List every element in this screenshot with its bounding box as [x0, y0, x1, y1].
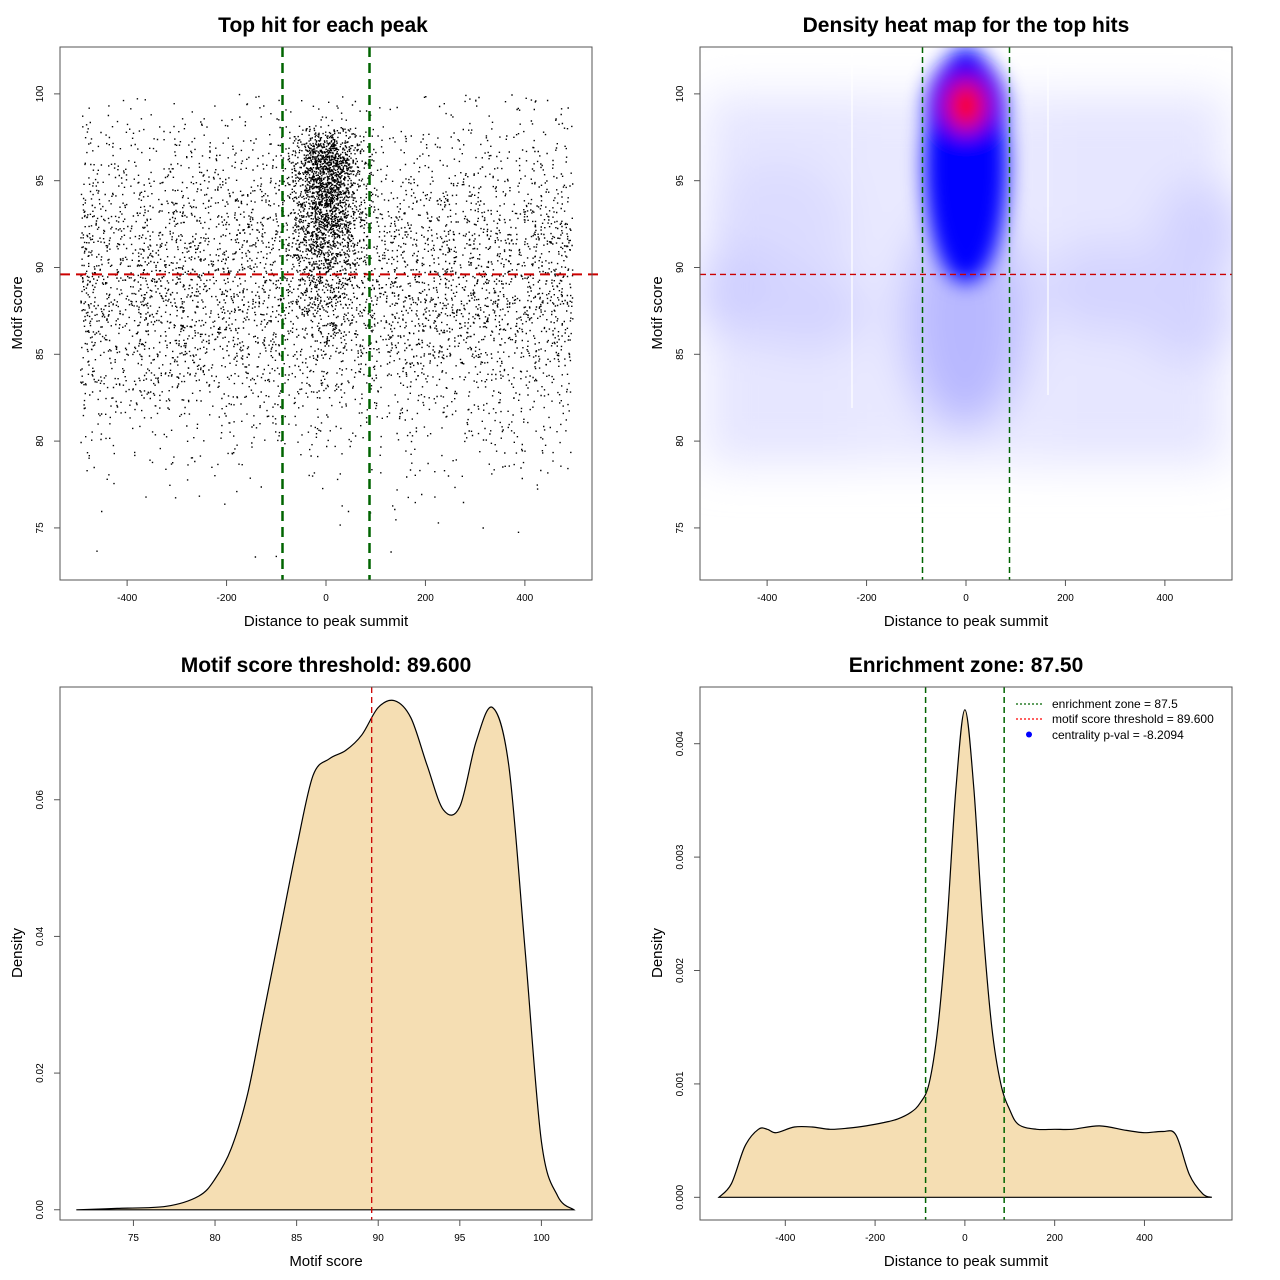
distance-density-x-axis: -400 -200 0 200 400	[775, 1219, 1153, 1244]
distance-density-x-label: Distance to peak summit	[884, 1253, 1049, 1270]
score-density-y-tick-label: 0.04	[35, 926, 46, 946]
scatter-title: Top hit for each peak	[218, 14, 428, 37]
score-density-y-tick-label: 0.00	[35, 1200, 46, 1220]
heatmap-title: Density heat map for the top hits	[803, 14, 1130, 37]
heatmap-x-label: Distance to peak summit	[884, 613, 1049, 630]
score-density-y-label: Density	[9, 927, 26, 978]
score-density-y-tick-label: 0.06	[35, 790, 46, 810]
scatter-y-axis: 75 80 85 90 95 100	[35, 85, 61, 534]
distance-density-curve	[717, 709, 1212, 1198]
distance-density-x-tick-label: 200	[1046, 1233, 1063, 1244]
scatter-y-label: Motif score	[9, 276, 26, 349]
heatmap-surface	[700, 47, 1232, 465]
legend-threshold-label: motif score threshold = 89.600	[1052, 712, 1214, 726]
scatter-y-tick-label: 95	[35, 175, 46, 187]
scatter-x-tick-label: -200	[217, 593, 237, 604]
heatmap-y-label: Motif score	[649, 276, 666, 349]
score-density-x-label: Motif score	[289, 1253, 362, 1270]
distance-density-x-tick-label: -400	[775, 1233, 795, 1244]
distance-density-y-tick-label: 0.003	[675, 844, 686, 869]
scatter-y-tick-label: 75	[35, 522, 46, 534]
distance-density-title: Enrichment zone: 87.50	[849, 654, 1084, 677]
distance-density-x-tick-label: 400	[1136, 1233, 1153, 1244]
heatmap-y-axis: 75 80 85 90 95 100	[675, 85, 701, 534]
score-density-curve	[76, 699, 576, 1211]
heatmap-y-tick-label: 75	[675, 522, 686, 534]
score-density-x-axis: 75 80 85 90 95 100	[128, 1219, 550, 1244]
scatter-point-cloud	[80, 93, 574, 558]
heatmap-x-tick-label: -400	[757, 593, 777, 604]
scatter-y-tick-label: 80	[35, 435, 46, 447]
heatmap-y-tick-label: 85	[675, 348, 686, 360]
legend-enrichment-label: enrichment zone = 87.5	[1052, 697, 1178, 711]
score-density-x-tick-label: 100	[533, 1233, 550, 1244]
scatter-y-tick-label: 85	[35, 348, 46, 360]
score-density-x-tick-label: 90	[373, 1233, 385, 1244]
heatmap-x-tick-label: 400	[1157, 593, 1174, 604]
scatter-x-tick-label: -400	[117, 593, 137, 604]
scatter-points	[80, 93, 574, 558]
distance-density-x-tick-label: -200	[865, 1233, 885, 1244]
score-density-x-tick-label: 75	[128, 1233, 140, 1244]
heatmap-y-tick-label: 80	[675, 435, 686, 447]
heatmap-x-axis: -400 -200 0 200 400	[757, 579, 1174, 604]
heatmap-y-tick-label: 100	[675, 85, 686, 102]
scatter-x-tick-label: 400	[517, 593, 534, 604]
scatter-x-label: Distance to peak summit	[244, 613, 409, 630]
scatter-x-tick-label: 0	[323, 593, 329, 604]
panel-top-left-scatter: Top hit for each peak -400 -200 0 200 400 75…	[9, 14, 598, 630]
score-density-title: Motif score threshold: 89.600	[181, 654, 472, 677]
scatter-x-axis: -400 -200 0 200 400	[117, 579, 534, 604]
legend-pval-marker	[1026, 731, 1032, 738]
score-density-y-axis: 0.00 0.02 0.04 0.06	[35, 790, 61, 1220]
scatter-y-tick-label: 90	[35, 261, 46, 273]
score-density-x-tick-label: 95	[454, 1233, 466, 1244]
distance-density-y-tick-label: 0.004	[675, 731, 686, 756]
heatmap-y-tick-label: 90	[675, 261, 686, 273]
panel-bottom-right-distance-density: Enrichment zone: 87.50 enrichment zone =…	[649, 654, 1233, 1270]
distance-density-y-axis: 0.000 0.001 0.002 0.003 0.004	[675, 731, 701, 1210]
distance-density-y-tick-label: 0.001	[675, 1071, 686, 1096]
distance-density-y-tick-label: 0.000	[675, 1184, 686, 1209]
score-density-x-tick-label: 85	[291, 1233, 303, 1244]
heatmap-x-tick-label: 0	[963, 593, 969, 604]
panel-bottom-left-score-density: Motif score threshold: 89.600 75 80 85 90 95…	[9, 654, 593, 1270]
heatmap-x-tick-label: -200	[857, 593, 877, 604]
score-density-y-tick-label: 0.02	[35, 1063, 46, 1083]
distance-density-y-label: Density	[649, 927, 666, 978]
legend-pval-label: centrality p-val = -8.2094	[1052, 728, 1184, 742]
scatter-y-tick-label: 100	[35, 85, 46, 102]
legend: enrichment zone = 87.5 motif score thres…	[1016, 697, 1214, 742]
score-density-x-tick-label: 80	[209, 1233, 221, 1244]
distance-density-y-tick-label: 0.002	[675, 958, 686, 983]
heatmap-x-tick-label: 200	[1057, 593, 1074, 604]
distance-density-x-tick-label: 0	[962, 1233, 968, 1244]
panel-top-right-heatmap: Density heat map for the top hits	[649, 14, 1233, 630]
heatmap-hotspot	[924, 47, 1008, 283]
scatter-x-tick-label: 200	[417, 593, 434, 604]
heatmap-y-tick-label: 95	[675, 175, 686, 187]
